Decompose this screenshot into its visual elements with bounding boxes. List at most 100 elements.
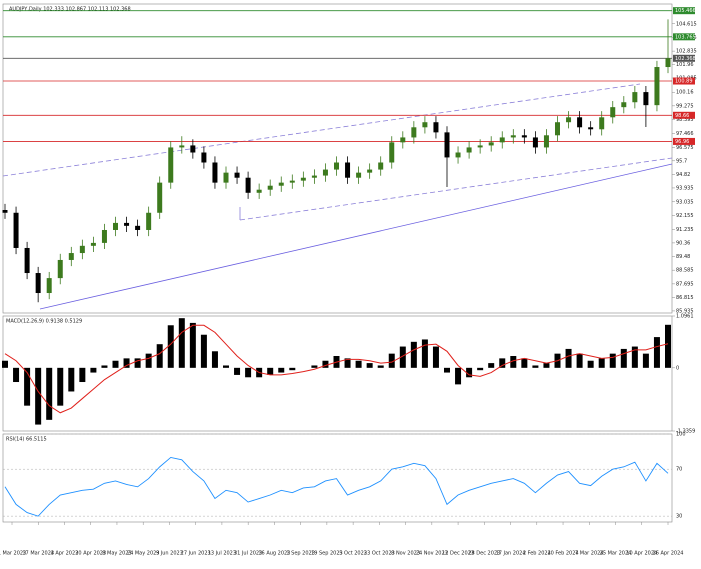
y-tick-label: 89.48 [676, 254, 690, 260]
candle-body [146, 212, 152, 230]
level-tag [673, 137, 695, 145]
macd-bar [410, 341, 417, 368]
candle-body [57, 259, 63, 279]
candle-body [79, 245, 85, 254]
macd-bar [543, 363, 550, 368]
macd-bar [2, 360, 8, 368]
macd-bar [388, 353, 395, 368]
x-tick-label: 12 Dec 2023 [442, 551, 474, 557]
candle-body [234, 172, 240, 178]
macd-bar [145, 353, 152, 368]
macd-bar [477, 367, 484, 371]
macd-bar [466, 367, 473, 378]
candle-body [356, 172, 362, 178]
y-tick-label: 88.585 [676, 268, 694, 274]
candle-body [400, 137, 406, 143]
macd-bar [46, 367, 53, 420]
x-tick-label: 5 Oct 2023 [339, 551, 367, 557]
macd-bar [587, 360, 594, 368]
y-tick-label: 92.155 [676, 213, 694, 219]
candle-body [289, 180, 295, 183]
y-tick-label: 90.36 [676, 240, 690, 246]
x-tick-label: 2 Feb 2024 [523, 551, 551, 557]
candle-body [345, 162, 351, 178]
candle-body [223, 172, 229, 183]
macd-bar [355, 360, 362, 368]
level-label: 102.368 [675, 56, 696, 62]
candle-body [510, 135, 516, 138]
candle-body [632, 92, 638, 103]
rsi-pane [2, 433, 673, 523]
trend-line [2, 83, 641, 177]
macd-bar [344, 358, 351, 368]
macd-bar [322, 360, 329, 368]
x-tick-label: 17 Mar 2023 [22, 551, 54, 557]
candle-body [101, 229, 107, 243]
macd-bar [576, 353, 583, 368]
macd-bar [134, 358, 141, 368]
macd-bar [399, 346, 406, 368]
candle-body [46, 278, 52, 294]
candle-body [311, 175, 317, 178]
y-tick-label: 97.466 [676, 131, 694, 137]
macd-pane [2, 315, 673, 432]
macd-bar [653, 337, 660, 368]
x-tick-label: 17 Jan 2024 [496, 551, 526, 557]
macd-bar [24, 367, 31, 406]
candle-body [334, 162, 339, 170]
macd-bar [223, 365, 229, 368]
level-label: 96.96 [675, 139, 689, 145]
macd-bar [79, 367, 86, 383]
candle-body [13, 212, 19, 248]
y-tick-label: 94.82 [676, 172, 690, 178]
macd-bar [631, 346, 638, 368]
candle-body [532, 137, 538, 148]
level-tag [673, 111, 695, 119]
candle-body [499, 137, 505, 143]
candle-body [278, 182, 284, 186]
candle-body [378, 162, 384, 170]
macd-bar [167, 325, 174, 368]
macd-bar [665, 324, 671, 368]
y-tick-label: 93.035 [676, 199, 694, 205]
macd-bar [532, 365, 539, 368]
macd-bar [200, 334, 207, 368]
x-tick-label: 24 May 2023 [127, 551, 160, 557]
macd-bar [112, 360, 119, 368]
macd-bar [377, 365, 384, 368]
y-tick-label: 85.935 [676, 308, 694, 314]
y-tick-label: 101.96 [676, 62, 694, 68]
macd-bar [211, 351, 218, 368]
macd-bar [488, 363, 495, 368]
level-tag [673, 7, 695, 15]
candle-body [389, 142, 395, 163]
macd-bar [35, 367, 42, 425]
macd-bar [68, 367, 75, 392]
y-tick-label: 98.395 [676, 117, 694, 123]
macd-bar [123, 358, 130, 368]
level-tag [673, 33, 695, 41]
macd-bar [598, 358, 605, 368]
y-tick-label: 70 [676, 467, 682, 473]
candle-body [588, 127, 594, 130]
y-tick-label: 104.615 [676, 21, 697, 27]
x-tick-label: 1 Sep 2023 [286, 551, 315, 557]
macd-bar [156, 344, 163, 368]
rsi-label: RSI(14) 66.5115 [6, 437, 47, 443]
y-tick-label: 86.815 [676, 295, 694, 301]
macd-bar [278, 367, 285, 373]
x-tick-label: 16 Aug 2023 [258, 551, 290, 557]
macd-bar [178, 318, 185, 368]
y-tick-label: 87.695 [676, 281, 694, 287]
y-tick-label: 0 [676, 365, 679, 371]
macd-bar [444, 367, 450, 373]
candle-body [124, 222, 130, 226]
macd-bar [499, 358, 506, 368]
macd-bar [609, 353, 616, 368]
candle-body [68, 253, 74, 260]
macd-bar [189, 322, 196, 368]
candle-body [190, 145, 196, 153]
candle-body [2, 210, 8, 213]
